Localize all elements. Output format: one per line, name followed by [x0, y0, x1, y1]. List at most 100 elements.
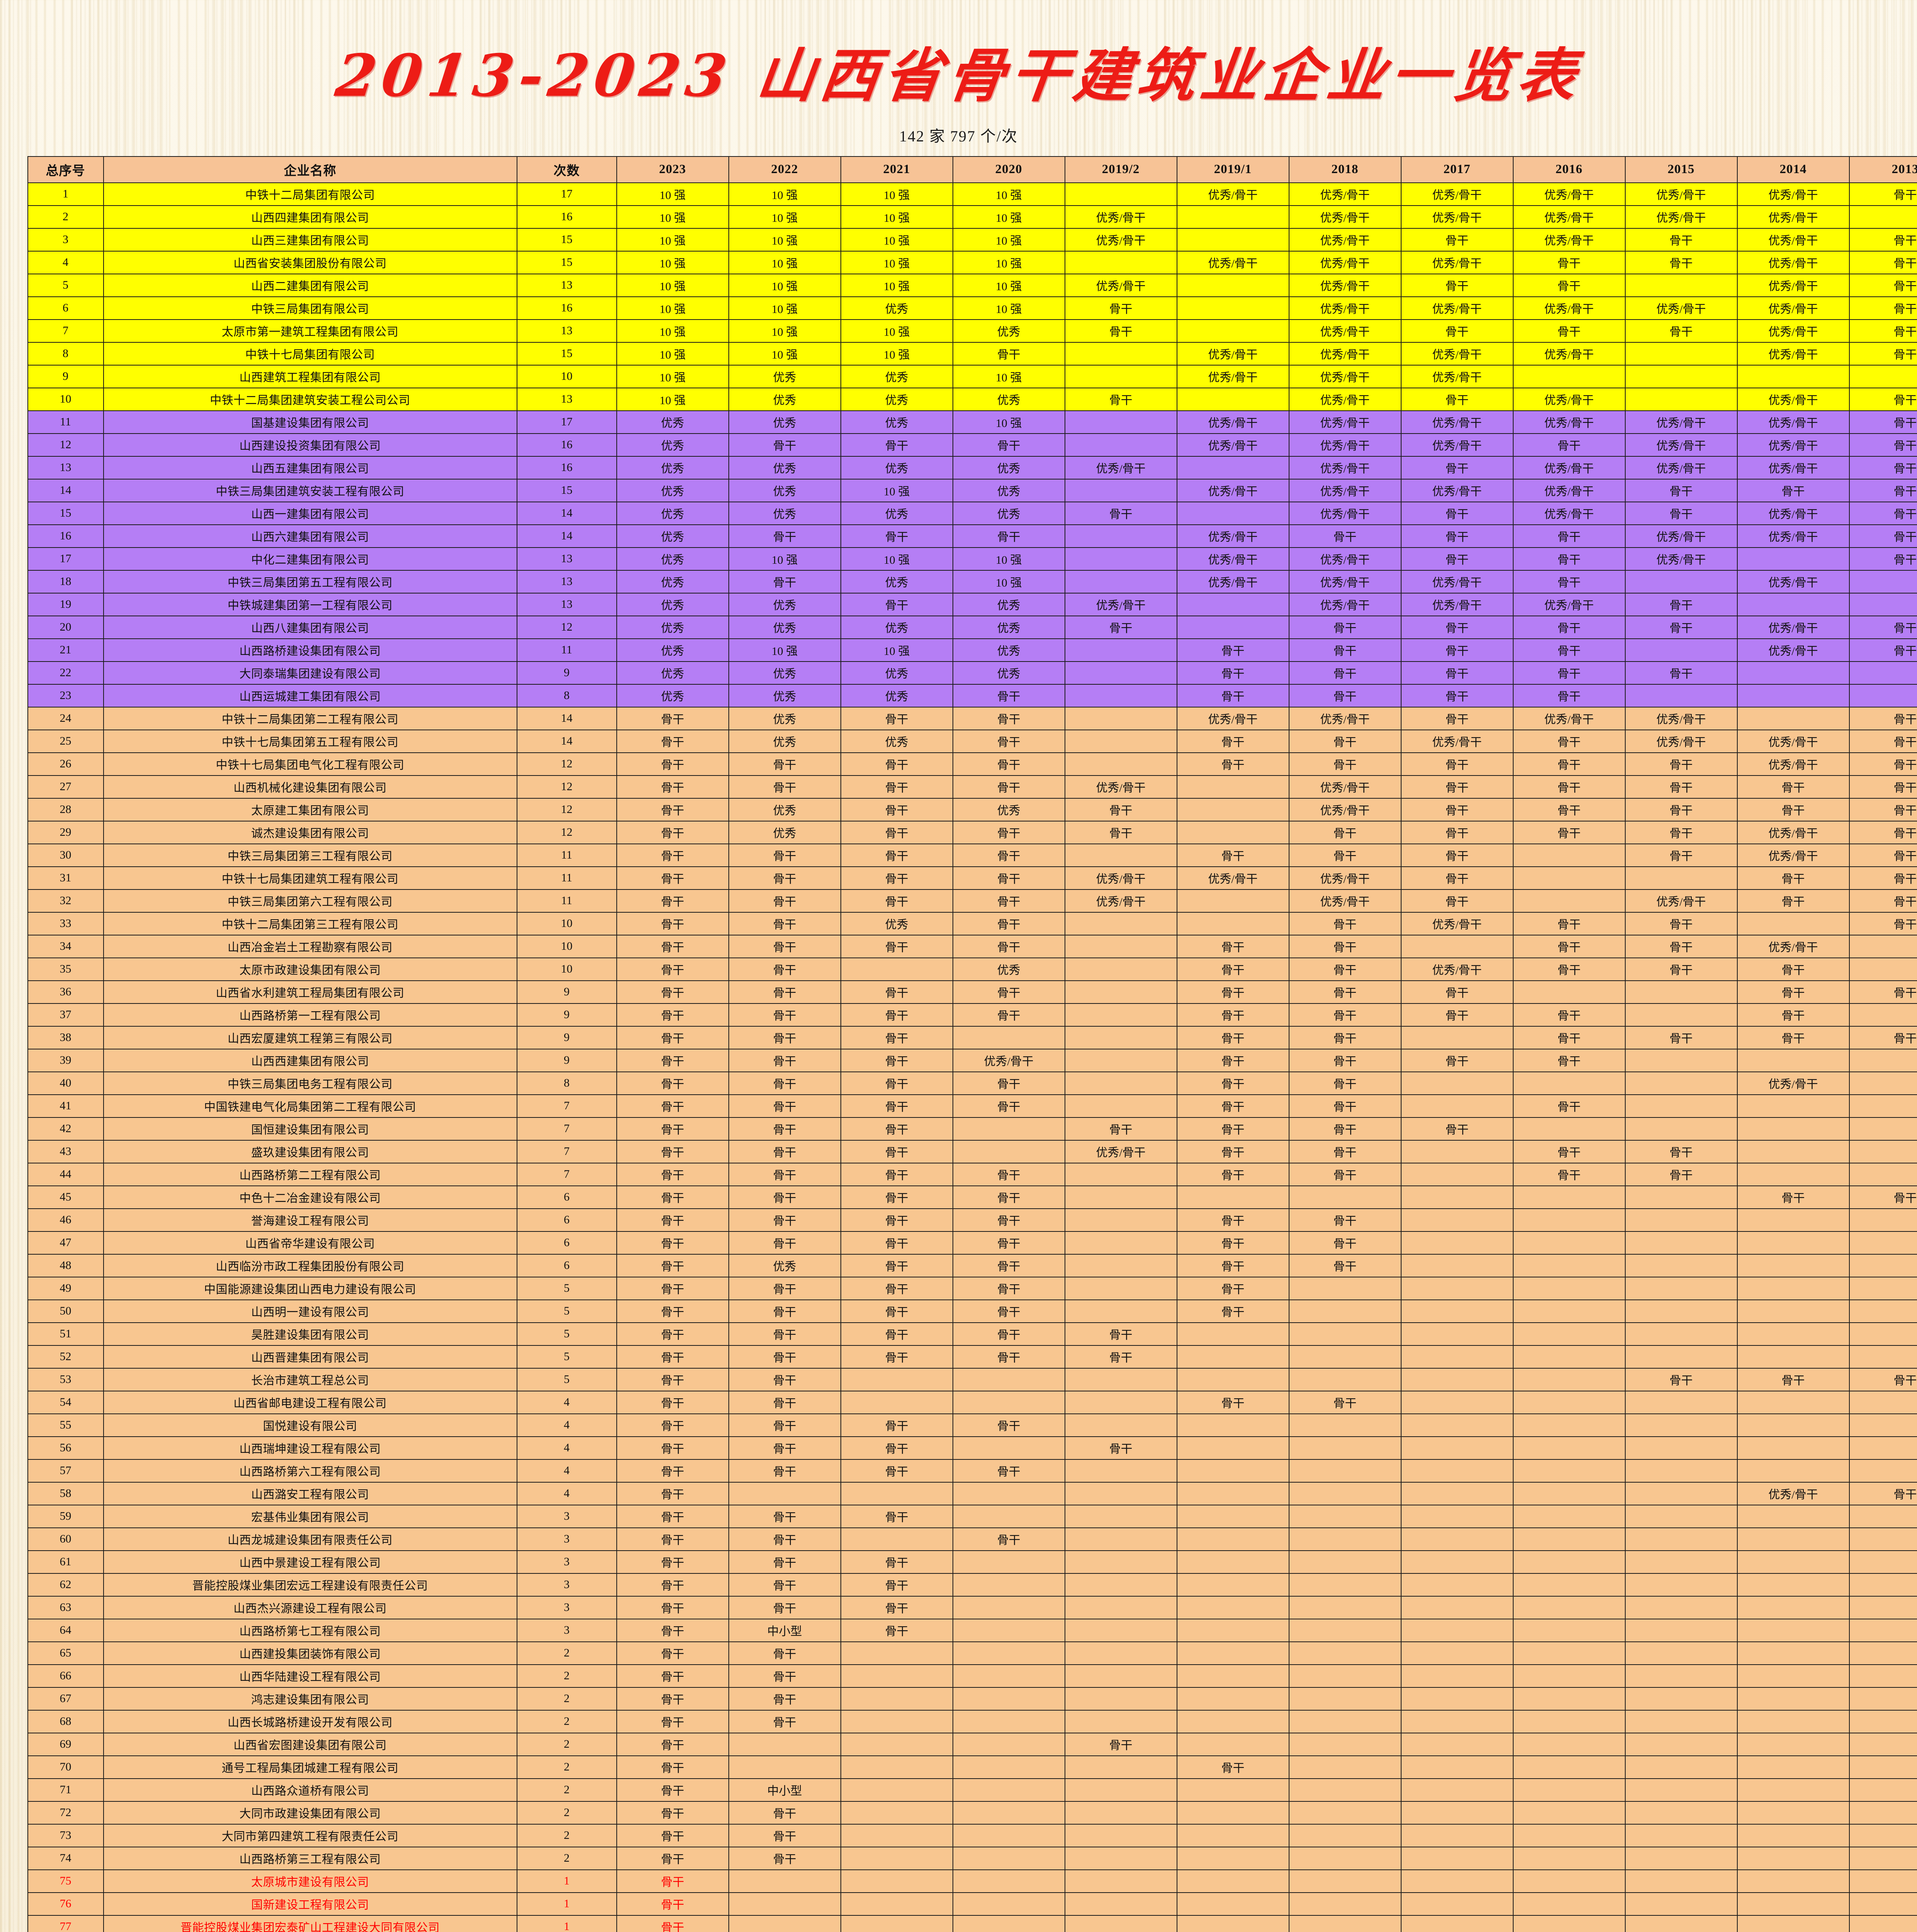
table-row[interactable]: 32 中铁三局集团第六工程有限公司 11 骨干 骨干 骨干 骨干 优秀/骨干 优秀/骨干 骨干 优秀… — [27, 889, 1917, 913]
cell-year-2017 — [1400, 1459, 1514, 1483]
table-row[interactable]: 1 中铁十二局集团有限公司 17 10 强 10 强 10 强 10 强优秀/骨干 优秀/骨干… — [27, 182, 1917, 206]
cell-count: 6 — [516, 1208, 617, 1232]
table-row[interactable]: 7 太原市第一建筑工程集团有限公司 13 10 强 10 强 10 强优秀 骨干 优秀/骨干骨… — [27, 319, 1917, 343]
cell-year-2020: 10 强 — [952, 410, 1065, 434]
table-row[interactable]: 22 大同泰瑞集团建设有限公司 9 优秀 优秀 优秀 优秀 骨干 骨干 骨干 骨干 骨干 — [27, 661, 1917, 685]
column-header-7[interactable]: 2019/2 — [1064, 156, 1177, 183]
column-header-9[interactable]: 2018 — [1288, 156, 1402, 183]
table-row[interactable]: 42 国恒建设集团有限公司 7 骨干 骨干 骨干 骨干 骨干 骨干 骨干 — [27, 1117, 1917, 1141]
table-row[interactable]: 77 晋能控股煤业集团宏泰矿山工程建设大同有限公司 1 骨干 — [27, 1915, 1917, 1932]
table-row[interactable]: 30 中铁三局集团第三工程有限公司 11 骨干 骨干 骨干 骨干 骨干 骨干 骨干 骨干 优秀/骨干骨… — [27, 843, 1917, 867]
table-row[interactable]: 49 中国能源建设集团山西电力建设有限公司 5 骨干 骨干 骨干 骨干 骨干 — [27, 1276, 1917, 1300]
table-row[interactable]: 19 中铁城建集团第一工程有限公司 13 优秀 优秀 骨干 优秀 优秀/骨干 优秀/骨干 优秀/骨… — [27, 592, 1917, 616]
table-row[interactable]: 26 中铁十七局集团电气化工程有限公司 12 骨干 骨干 骨干 骨干 骨干 骨干 骨干 骨干 骨干 优秀… — [27, 752, 1917, 776]
column-header-6[interactable]: 2020 — [952, 156, 1065, 183]
column-header-14[interactable]: 2013 — [1849, 156, 1917, 183]
table-row[interactable]: 21 山西路桥建设集团有限公司 11 优秀 10 强 10 强优秀 骨干 骨干 骨干 骨干 优秀/骨… — [27, 638, 1917, 662]
table-row[interactable]: 51 昊胜建设集团有限公司 5 骨干 骨干 骨干 骨干 骨干 — [27, 1322, 1917, 1346]
table-row[interactable]: 23 山西运城建工集团有限公司 8 优秀 优秀 优秀 骨干 骨干 骨干 骨干 骨干 — [27, 684, 1917, 707]
table-row[interactable]: 72 大同市政建设集团有限公司 2 骨干 骨干 — [27, 1801, 1917, 1825]
table-row[interactable]: 74 山西路桥第三工程有限公司 2 骨干 骨干 — [27, 1846, 1917, 1870]
table-row[interactable]: 76 国新建设工程有限公司 1 骨干 — [27, 1892, 1917, 1916]
cell-enterprise-name: 诚杰建设集团有限公司 — [103, 820, 517, 844]
table-row[interactable]: 61 山西中景建设工程有限公司 3 骨干 骨干 骨干 — [27, 1550, 1917, 1574]
cell-year-2013 — [1849, 1504, 1917, 1528]
table-row[interactable]: 20 山西八建集团有限公司 12 优秀 优秀 优秀 优秀 骨干 骨干 骨干 骨干 骨干 优秀/骨干 骨干 — [27, 615, 1917, 639]
table-row[interactable]: 70 通号工程局集团城建工程有限公司 2 骨干 骨干 — [27, 1755, 1917, 1779]
table-row[interactable]: 43 盛玖建设集团有限公司 7 骨干 骨干 骨干 优秀/骨干 骨干 骨干 骨干 骨干 — [27, 1139, 1917, 1163]
table-row[interactable]: 2 山西四建集团有限公司 16 10 强 10 强 10 强 10 强优秀/骨干 优秀/骨干优… — [27, 205, 1917, 229]
table-row[interactable]: 57 山西路桥第六工程有限公司 4 骨干 骨干 骨干 骨干 — [27, 1459, 1917, 1483]
table-row[interactable]: 24 中铁十二局集团第二工程有限公司 14 骨干 优秀 骨干 骨干 优秀/骨干 优秀/骨干 骨干优… — [27, 706, 1917, 730]
table-row[interactable]: 8 中铁十七局集团有限公司 15 10 强 10 强 10 强骨干 优秀/骨干 优秀/骨干 优秀… — [27, 342, 1917, 366]
table-row[interactable]: 48 山西临汾市政工程集团股份有限公司 6 骨干 优秀 骨干 骨干 骨干 骨干 — [27, 1253, 1917, 1277]
column-header-11[interactable]: 2016 — [1512, 156, 1626, 183]
cell-year-2022: 骨干 — [728, 1367, 841, 1391]
column-header-0[interactable]: 总序号 — [27, 156, 104, 183]
table-row[interactable]: 68 山西长城路桥建设开发有限公司 2 骨干 骨干 — [27, 1709, 1917, 1733]
table-row[interactable]: 47 山西省帝华建设有限公司 6 骨干 骨干 骨干 骨干 骨干 骨干 — [27, 1231, 1917, 1255]
column-header-13[interactable]: 2014 — [1737, 156, 1850, 183]
table-row[interactable]: 6 中铁三局集团有限公司 16 10 强 10 强优秀 10 强骨干 优秀/骨干 优秀/骨干优… — [27, 296, 1917, 320]
table-row[interactable]: 53 长治市建筑工程总公司 5 骨干 骨干 骨干 骨干 骨干 — [27, 1367, 1917, 1391]
table-row[interactable]: 39 山西西建集团有限公司 9 骨干 骨干 骨干 优秀/骨干 骨干 骨干 骨干 骨干 — [27, 1048, 1917, 1072]
table-row[interactable]: 54 山西省邮电建设工程有限公司 4 骨干 骨干 骨干 骨干 — [27, 1390, 1917, 1414]
table-row[interactable]: 58 山西潞安工程有限公司 4 骨干 优秀/骨干 骨干 — [27, 1481, 1917, 1505]
table-row[interactable]: 60 山西龙城建设集团有限责任公司 3 骨干 骨干 骨干 — [27, 1527, 1917, 1551]
cell-year-2015 — [1624, 1595, 1738, 1619]
table-row[interactable]: 41 中国铁建电气化局集团第二工程有限公司 7 骨干 骨干 骨干 骨干 骨干 骨干 骨干 — [27, 1094, 1917, 1118]
table-row[interactable]: 44 山西路桥第二工程有限公司 7 骨干 骨干 骨干 骨干 骨干 骨干 骨干 骨干 — [27, 1162, 1917, 1186]
table-row[interactable]: 40 中铁三局集团电务工程有限公司 8 骨干 骨干 骨干 骨干 骨干 骨干 优秀/骨干 — [27, 1071, 1917, 1095]
table-row[interactable]: 63 山西杰兴源建设工程有限公司 3 骨干 骨干 骨干 — [27, 1595, 1917, 1619]
table-row[interactable]: 66 山西华陆建设工程有限公司 2 骨干 骨干 — [27, 1664, 1917, 1688]
table-row[interactable]: 14 中铁三局集团建筑安装工程有限公司 15 优秀 优秀 10 强优秀 优秀/骨干 优秀/骨干… — [27, 478, 1917, 502]
table-row[interactable]: 45 中色十二冶金建设有限公司 6 骨干 骨干 骨干 骨干 骨干 骨干 — [27, 1185, 1917, 1209]
table-row[interactable]: 67 鸿志建设集团有限公司 2 骨干 骨干 — [27, 1687, 1917, 1711]
table-row[interactable]: 15 山西一建集团有限公司 14 优秀 优秀 优秀 优秀 骨干 优秀/骨干 骨干 优秀/骨干 骨干 优秀… — [27, 501, 1917, 525]
table-row[interactable]: 27 山西机械化建设集团有限公司 12 骨干 骨干 骨干 骨干 优秀/骨干 优秀/骨干 骨干 骨干骨… — [27, 775, 1917, 799]
table-row[interactable]: 37 山西路桥第一工程有限公司 9 骨干 骨干 骨干 骨干 骨干 骨干 骨干 骨干 骨干 — [27, 1003, 1917, 1027]
table-row[interactable]: 11 国基建设集团有限公司 17 优秀 优秀 优秀 10 强优秀/骨干 优秀/骨干 优秀/骨干优… — [27, 410, 1917, 434]
column-header-10[interactable]: 2017 — [1400, 156, 1514, 183]
table-row[interactable]: 69 山西省宏图建设集团有限公司 2 骨干 骨干 — [27, 1732, 1917, 1756]
column-header-5[interactable]: 2021 — [840, 156, 953, 183]
column-header-3[interactable]: 2023 — [616, 156, 729, 183]
table-row[interactable]: 29 诚杰建设集团有限公司 12 骨干 优秀 骨干 骨干 骨干 骨干 骨干 骨干 骨干 优秀/骨干 骨干 — [27, 820, 1917, 844]
column-header-4[interactable]: 2022 — [728, 156, 841, 183]
table-row[interactable]: 12 山西建设投资集团有限公司 16 优秀 骨干 骨干 骨干 优秀/骨干 优秀/骨干 优秀/骨干骨… — [27, 433, 1917, 457]
table-row[interactable]: 17 中化二建集团有限公司 13 优秀 10 强 10 强 10 强优秀/骨干 优秀/骨干 骨干… — [27, 547, 1917, 571]
table-row[interactable]: 62 晋能控股煤业集团宏远工程建设有限责任公司 3 骨干 骨干 骨干 — [27, 1573, 1917, 1597]
table-row[interactable]: 50 山西明一建设有限公司 5 骨干 骨干 骨干 骨干 骨干 — [27, 1299, 1917, 1323]
table-row[interactable]: 55 国悦建设有限公司 4 骨干 骨干 骨干 骨干 — [27, 1413, 1917, 1437]
column-header-8[interactable]: 2019/1 — [1176, 156, 1289, 183]
table-row[interactable]: 10 中铁十二局集团建筑安装工程公司公司 13 10 强优秀 优秀 优秀 骨干 优秀/骨干 骨干… — [27, 387, 1917, 411]
table-row[interactable]: 36 山西省水利建筑工程局集团有限公司 9 骨干 骨干 骨干 骨干 骨干 骨干 骨干 骨干 骨干 — [27, 980, 1917, 1004]
cell-year-2019/1 — [1176, 1823, 1289, 1847]
table-row[interactable]: 56 山西瑞坤建设工程有限公司 4 骨干 骨干 骨干 骨干 — [27, 1436, 1917, 1460]
table-row[interactable]: 31 中铁十七局集团建筑工程有限公司 11 骨干 骨干 骨干 骨干 优秀/骨干 优秀/骨干 优秀/… — [27, 866, 1917, 890]
table-row[interactable]: 5 山西二建集团有限公司 13 10 强 10 强 10 强 10 强优秀/骨干 优秀/骨干骨… — [27, 273, 1917, 297]
table-row[interactable]: 65 山西建投集团装饰有限公司 2 骨干 骨干 — [27, 1641, 1917, 1665]
table-row[interactable]: 46 誉海建设工程有限公司 6 骨干 骨干 骨干 骨干 骨干 骨干 — [27, 1208, 1917, 1232]
table-row[interactable]: 13 山西五建集团有限公司 16 优秀 优秀 优秀 优秀 优秀/骨干 优秀/骨干 骨干 优秀/骨干优… — [27, 456, 1917, 480]
table-row[interactable]: 34 山西冶金岩土工程勘察有限公司 10 骨干 骨干 骨干 骨干 骨干 骨干 骨干 骨干 优秀/骨干 — [27, 934, 1917, 958]
table-row[interactable]: 75 太原城市建设有限公司 1 骨干 — [27, 1869, 1917, 1893]
table-row[interactable]: 59 宏基伟业集团有限公司 3 骨干 骨干 骨干 — [27, 1504, 1917, 1528]
table-row[interactable]: 35 太原市政建设集团有限公司 10 骨干 骨干 优秀 骨干 骨干 优秀/骨干 骨干 骨干 骨干 — [27, 957, 1917, 981]
table-row[interactable]: 71 山西路众道桥有限公司 2 骨干 中小型 — [27, 1778, 1917, 1802]
column-header-2[interactable]: 次数 — [516, 156, 617, 183]
table-row[interactable]: 18 中铁三局集团第五工程有限公司 13 优秀 骨干 优秀 10 强优秀/骨干 优秀/骨干 优秀… — [27, 570, 1917, 594]
table-row[interactable]: 9 山西建筑工程集团有限公司 10 10 强优秀 优秀 10 强优秀/骨干 优秀/骨干 优秀/… — [27, 364, 1917, 388]
table-row[interactable]: 38 山西宏厦建筑工程第三有限公司 9 骨干 骨干 骨干 骨干 骨干 骨干 骨干 骨干 骨干 — [27, 1026, 1917, 1049]
table-row[interactable]: 52 山西晋建集团有限公司 5 骨干 骨干 骨干 骨干 骨干 — [27, 1345, 1917, 1369]
column-header-12[interactable]: 2015 — [1624, 156, 1738, 183]
table-row[interactable]: 73 大同市第四建筑工程有限责任公司 2 骨干 骨干 — [27, 1823, 1917, 1847]
table-row[interactable]: 3 山西三建集团有限公司 15 10 强 10 强 10 强 10 强优秀/骨干 优秀/骨干骨… — [27, 228, 1917, 252]
table-row[interactable]: 64 山西路桥第七工程有限公司 3 骨干 中小型 骨干 — [27, 1618, 1917, 1642]
table-row[interactable]: 28 太原建工集团有限公司 12 骨干 优秀 骨干 优秀 骨干 优秀/骨干 骨干 骨干 骨干 骨干 骨干 — [27, 798, 1917, 821]
table-row[interactable]: 25 中铁十七局集团第五工程有限公司 14 骨干 优秀 优秀 骨干 骨干 骨干 优秀/骨干 骨干 优秀… — [27, 729, 1917, 753]
column-header-1[interactable]: 企业名称 — [103, 156, 517, 183]
table-row[interactable]: 4 山西省安装集团股份有限公司 15 10 强 10 强 10 强 10 强优秀/骨干 优秀/… — [27, 250, 1917, 274]
table-row[interactable]: 16 山西六建集团有限公司 14 优秀 骨干 骨干 骨干 优秀/骨干 骨干 骨干 骨干 优秀/骨干 优秀… — [27, 524, 1917, 548]
table-row[interactable]: 33 中铁十二局集团第三工程有限公司 10 骨干 骨干 优秀 骨干 骨干 优秀/骨干 骨干 骨干 骨干 — [27, 912, 1917, 935]
